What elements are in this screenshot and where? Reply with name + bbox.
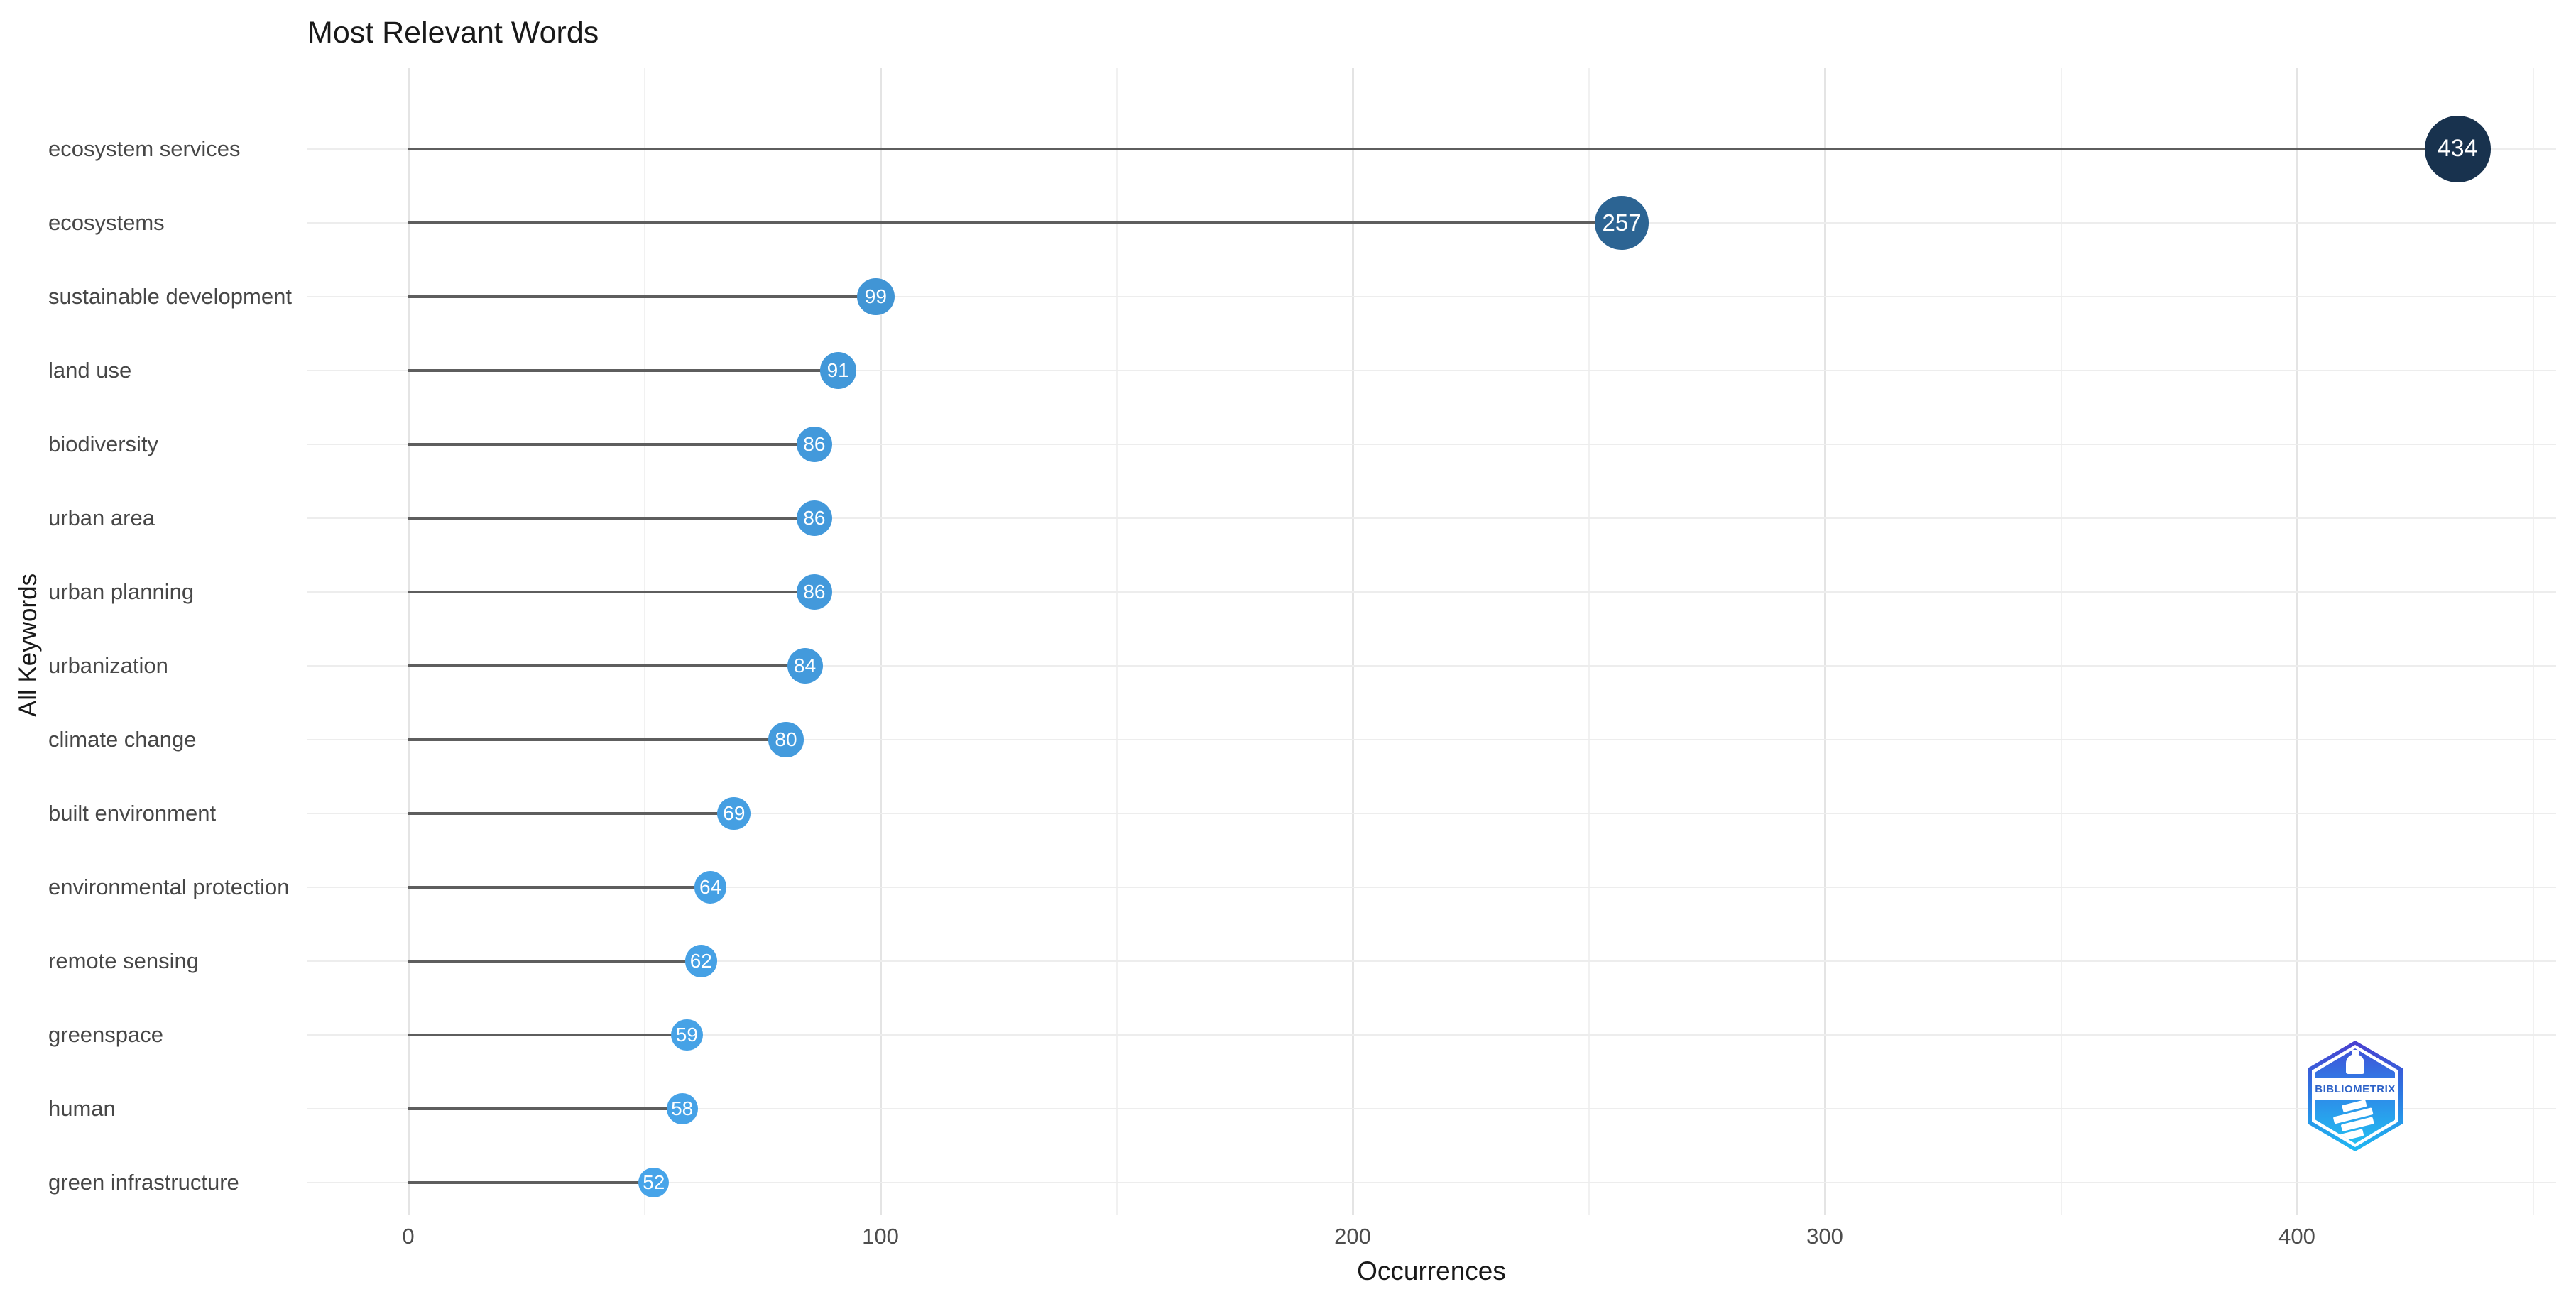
gridline-horizontal xyxy=(307,517,2556,519)
gridline-horizontal xyxy=(307,1182,2556,1183)
lighthouse-cap-icon xyxy=(2352,1050,2359,1056)
lollipop-stem xyxy=(408,1034,687,1036)
lollipop-stem xyxy=(408,812,734,815)
gridline-horizontal xyxy=(307,1108,2556,1109)
data-point: 69 xyxy=(717,796,751,831)
gridline-horizontal xyxy=(307,296,2556,297)
category-label: ecosystems xyxy=(48,210,165,235)
data-point: 434 xyxy=(2424,116,2491,182)
logo-hexagon-inner: BIBLIOMETRIX xyxy=(2315,1048,2395,1144)
lollipop-stem xyxy=(408,1107,682,1110)
logo-band-text: BIBLIOMETRIX xyxy=(2315,1082,2395,1095)
x-tick-label: 300 xyxy=(1806,1224,1843,1249)
category-label: human xyxy=(48,1096,116,1121)
category-label: sustainable development xyxy=(48,284,292,309)
gridline-vertical-minor xyxy=(643,68,645,1215)
category-label: built environment xyxy=(48,801,217,826)
category-label: environmental protection xyxy=(48,875,290,899)
gridline-vertical-major xyxy=(1823,68,1826,1215)
category-label: climate change xyxy=(48,727,197,752)
x-tick-label: 200 xyxy=(1334,1224,1371,1249)
lollipop-stem xyxy=(408,886,711,889)
gridline-vertical-minor xyxy=(1115,68,1118,1215)
category-label: land use xyxy=(48,358,132,383)
lollipop-stem xyxy=(408,443,814,446)
category-label: biodiversity xyxy=(48,432,159,456)
data-point: 257 xyxy=(1595,196,1649,250)
data-point: 86 xyxy=(796,574,833,610)
data-point: 59 xyxy=(671,1019,703,1051)
gridline-horizontal xyxy=(307,1034,2556,1036)
gridline-horizontal xyxy=(307,665,2556,667)
data-point: 99 xyxy=(856,278,895,316)
gridline-vertical-major xyxy=(2296,68,2298,1215)
gridline-horizontal xyxy=(307,591,2556,593)
data-point: 64 xyxy=(694,871,727,904)
gridline-horizontal xyxy=(307,739,2556,740)
gridline-horizontal xyxy=(307,370,2556,371)
lollipop-stem xyxy=(408,738,786,741)
gridline-vertical-major xyxy=(407,68,410,1215)
category-label: ecosystem services xyxy=(48,136,241,161)
category-label: urbanization xyxy=(48,653,168,678)
x-axis-title: Occurrences xyxy=(1357,1256,1506,1286)
data-point: 52 xyxy=(638,1167,670,1198)
gridline-horizontal xyxy=(307,960,2556,962)
gridline-vertical-minor xyxy=(2532,68,2534,1215)
lollipop-stem xyxy=(408,1181,654,1184)
category-label: greenspace xyxy=(48,1022,164,1047)
data-point: 84 xyxy=(787,648,823,684)
lollipop-stem xyxy=(408,148,2458,150)
lollipop-stem xyxy=(408,517,814,520)
logo-band: BIBLIOMETRIX xyxy=(2315,1078,2395,1100)
category-label: urban area xyxy=(48,505,155,530)
lighthouse-lamp-icon xyxy=(2346,1054,2364,1074)
gridline-horizontal xyxy=(307,444,2556,445)
lollipop-stem xyxy=(408,221,1622,224)
data-point: 58 xyxy=(666,1092,698,1125)
data-point: 91 xyxy=(819,352,856,389)
gridline-vertical-minor xyxy=(1588,68,1590,1215)
category-label: remote sensing xyxy=(48,948,199,973)
gridline-vertical-major xyxy=(1351,68,1354,1215)
category-label: urban planning xyxy=(48,579,195,604)
gridline-vertical-major xyxy=(879,68,882,1215)
category-label: green infrastructure xyxy=(48,1170,239,1195)
lollipop-stem xyxy=(408,295,876,298)
gridline-horizontal xyxy=(307,813,2556,814)
gridline-horizontal xyxy=(307,887,2556,888)
gridline-vertical-minor xyxy=(2060,68,2062,1215)
data-point: 86 xyxy=(796,500,833,537)
x-tick-label: 100 xyxy=(862,1224,899,1249)
data-point: 80 xyxy=(768,722,804,757)
lollipop-stem xyxy=(408,591,814,593)
data-point: 62 xyxy=(684,945,717,977)
lollipop-stem xyxy=(408,369,839,372)
x-tick-label: 0 xyxy=(402,1224,415,1249)
lollipop-stem xyxy=(408,664,805,667)
x-tick-label: 400 xyxy=(2278,1224,2315,1249)
bibliometrix-logo: BIBLIOMETRIX xyxy=(2308,1041,2403,1151)
data-point: 86 xyxy=(796,426,833,463)
chart-title: Most Relevant Words xyxy=(307,16,599,50)
lollipop-stem xyxy=(408,960,702,963)
